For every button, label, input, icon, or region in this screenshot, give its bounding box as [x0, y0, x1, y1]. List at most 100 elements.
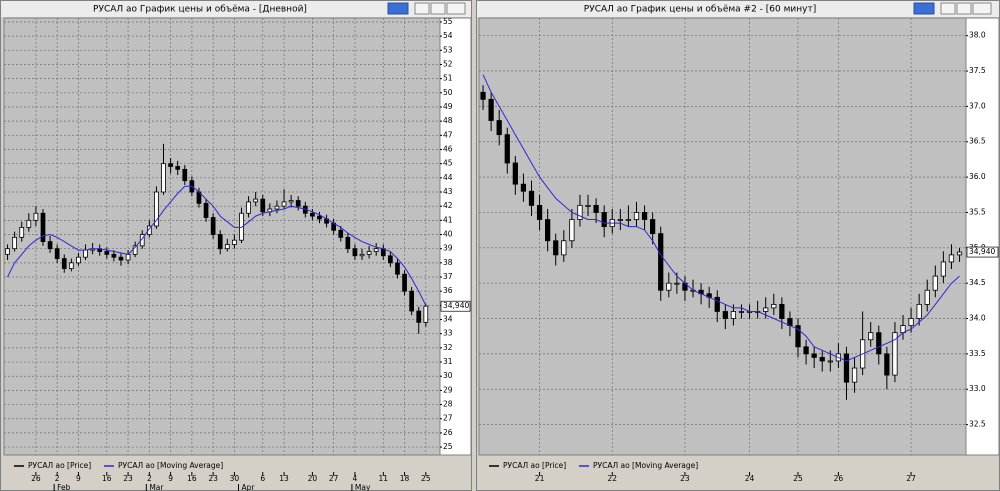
candle-body	[803, 346, 809, 355]
candle-body	[868, 332, 874, 341]
y-axis-area	[439, 17, 472, 456]
candle-body	[601, 212, 607, 228]
candle-body	[388, 255, 393, 264]
candle-body	[658, 233, 664, 291]
candle-body	[504, 134, 510, 164]
x-tick-label: 23	[680, 474, 690, 483]
x-tick-label: 24	[745, 474, 755, 483]
moving-average-line	[7, 185, 427, 306]
candle-body	[763, 307, 769, 312]
candle-body	[884, 353, 890, 376]
plot-area	[478, 17, 967, 456]
candle-body	[125, 253, 131, 261]
x-tick-label: 27	[906, 474, 916, 483]
candle-body	[512, 162, 518, 185]
candle-body	[338, 229, 344, 238]
candle-body	[83, 249, 88, 258]
candle-body	[617, 219, 623, 221]
maximize-button[interactable]	[956, 2, 972, 15]
candle-body	[416, 310, 422, 323]
y-tick-label: 47	[443, 130, 453, 139]
candle-body	[317, 215, 322, 220]
candle-body	[288, 200, 294, 203]
candle-body	[139, 234, 145, 247]
x-tick-label: 2	[55, 474, 60, 483]
y-tick-label: 31	[443, 357, 453, 366]
pin-button[interactable]	[387, 2, 409, 15]
window-title: РУСАЛ ао График цены и объёма - [Дневной…	[93, 5, 307, 15]
candle-body	[359, 253, 365, 257]
candle-body	[585, 204, 591, 207]
candle-body	[722, 311, 728, 319]
y-tick-label: 43	[443, 187, 453, 196]
candle-body	[295, 200, 301, 207]
candle-body	[561, 240, 567, 256]
candle-body	[253, 198, 259, 203]
candle-body	[520, 183, 527, 192]
candle-body	[132, 245, 138, 255]
y-tick-label: 52	[443, 59, 453, 68]
last-price-label: 34,940	[969, 247, 995, 256]
x-tick-label: 18	[400, 474, 410, 483]
month-label: Apr	[241, 483, 255, 491]
y-tick-label: 33.0	[969, 384, 986, 393]
candle-body	[217, 234, 223, 250]
y-tick-label: 33	[443, 329, 453, 338]
candle-body	[908, 318, 914, 326]
window-buttons	[387, 2, 992, 15]
candle-body	[569, 219, 575, 242]
candle-body	[811, 353, 817, 358]
x-tick-label: 26	[31, 474, 41, 483]
y-tick-label: 50	[443, 88, 453, 97]
candle-body	[956, 251, 963, 256]
y-tick-label: 33.5	[969, 349, 986, 358]
candle-body	[819, 357, 825, 362]
y-tick-label: 35.5	[969, 207, 986, 216]
y-tick-label: 37.5	[969, 66, 986, 75]
minimize-button[interactable]	[940, 2, 956, 15]
candle-body	[488, 98, 494, 121]
candle-body	[246, 201, 251, 214]
candle-body	[916, 303, 922, 319]
candle-body	[714, 296, 720, 312]
candle-body	[633, 212, 640, 220]
candle-body	[843, 353, 850, 383]
candle-body	[5, 248, 10, 255]
x-tick-label: 26	[834, 474, 844, 483]
candle-body	[168, 163, 173, 167]
candle-body	[730, 311, 737, 319]
x-tick-label: 27	[329, 474, 339, 483]
candle-body	[674, 282, 680, 285]
y-tick-label: 25	[443, 442, 453, 451]
pin-button[interactable]	[913, 2, 935, 15]
x-tick-label: 25	[421, 474, 431, 483]
candle-body	[577, 204, 583, 220]
candle-body	[69, 262, 74, 269]
candle-body	[536, 204, 543, 220]
x-tick-label: 6	[260, 474, 265, 483]
y-tick-label: 38	[443, 258, 453, 267]
candle-body	[932, 275, 938, 291]
candle-body	[175, 166, 181, 170]
candle-body	[650, 219, 656, 235]
title-bar	[477, 1, 999, 17]
candle-body	[496, 120, 502, 136]
legend-label: РУСАЛ ао [Moving Average]	[118, 461, 223, 470]
close-button[interactable]	[972, 2, 992, 15]
close-button[interactable]	[446, 2, 466, 15]
candle-body	[111, 253, 117, 258]
legend-label: РУСАЛ ао [Price]	[503, 461, 566, 470]
legend-label: РУСАЛ ао [Moving Average]	[593, 461, 698, 470]
candle-body	[593, 204, 599, 213]
x-tick-label: 2	[147, 474, 152, 483]
y-tick-label: 28	[443, 400, 453, 409]
candle-body	[940, 261, 947, 277]
y-tick-label: 46	[443, 144, 453, 153]
y-tick-label: 55	[443, 17, 453, 26]
candle-body	[409, 290, 414, 312]
minimize-button[interactable]	[414, 2, 430, 15]
last-price-label: 34,940	[443, 301, 469, 310]
maximize-button[interactable]	[430, 2, 446, 15]
